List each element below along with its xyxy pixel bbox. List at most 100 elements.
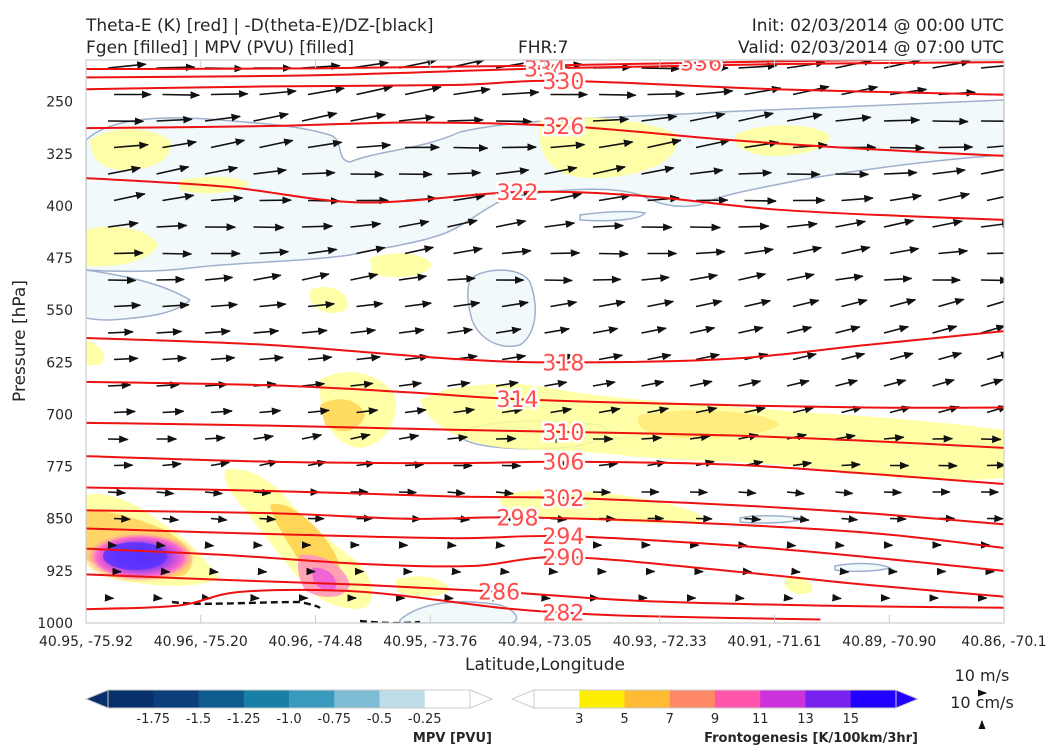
- wind-vector: [162, 460, 182, 469]
- wind-vector: [113, 191, 146, 202]
- colorbar-swatch: [289, 690, 335, 708]
- wind-vector: [932, 117, 969, 126]
- colorbar-swatch: [334, 690, 380, 708]
- y-tick-label: 325: [46, 147, 73, 163]
- wind-vector: [162, 250, 193, 258]
- wind-vector: [647, 299, 675, 308]
- wind-vector: [932, 378, 956, 387]
- colorbar-swatch: [379, 690, 426, 708]
- wind-vector: [883, 325, 910, 334]
- theta-e-label-310: 310: [542, 421, 584, 446]
- wind-vector: [350, 272, 379, 281]
- colorbar-swatch: [805, 690, 852, 708]
- theta-e-label-302: 302: [542, 487, 584, 512]
- wind-vector: [744, 298, 772, 308]
- colorbar-arrow-right: [895, 689, 920, 709]
- colorbar-swatch: [579, 690, 625, 708]
- wind-vector: [307, 354, 333, 362]
- wind-vector: [544, 379, 568, 388]
- theta-e-label-318: 318: [542, 351, 584, 376]
- wind-vector: [550, 191, 583, 202]
- wind-vector: [356, 300, 384, 309]
- wind-vector: [889, 144, 926, 152]
- wind-vector: [447, 541, 457, 549]
- wind-vector: [259, 88, 297, 96]
- wind-vector: [647, 406, 670, 414]
- wind-vector: [447, 218, 478, 228]
- wind-vector: [550, 353, 575, 361]
- colorbar-tick-label: -0.25: [408, 712, 442, 727]
- wind-vector: [550, 141, 586, 150]
- theta-e-label-322: 322: [496, 181, 538, 206]
- wind-vector: [350, 220, 382, 229]
- wind-vector: [210, 354, 236, 363]
- fgen-colorbar: 3 5 7 9 11 13 15: [510, 689, 920, 727]
- wind-vector: [738, 325, 764, 334]
- y-tick-label: 925: [46, 564, 73, 580]
- x-tick-label: 40.93, -72.33: [613, 634, 707, 650]
- wind-vector: [356, 141, 392, 150]
- wind-vector: [398, 327, 425, 335]
- wind-vector: [938, 247, 969, 256]
- theta-e-contour-labels: 3363343303263223183143103063022982942902…: [476, 60, 725, 623]
- wind-vector: [495, 380, 520, 388]
- colorbar-arrow-right: [469, 689, 494, 709]
- wind-vector: [301, 169, 336, 177]
- wind-vector: [495, 167, 530, 175]
- wind-vector: [641, 113, 678, 122]
- wind-vector: [883, 116, 921, 125]
- wind-vector: [453, 193, 486, 202]
- wind-vector: [398, 114, 436, 122]
- y-axis-label: Pressure [hPa]: [10, 280, 30, 402]
- theta-e-label-306: 306: [542, 451, 584, 476]
- wind-vector: [786, 220, 818, 229]
- x-axis-label: Latitude,Longitude: [465, 655, 625, 675]
- wind-vector: [451, 567, 462, 576]
- wind-vector: [598, 250, 629, 258]
- wind-vector: [786, 325, 813, 334]
- wind-vector: [841, 352, 866, 361]
- y-tick-label: 400: [46, 199, 73, 215]
- wind-vector: [156, 541, 166, 549]
- wind-vector: [744, 406, 767, 414]
- wind-vector: [889, 246, 920, 255]
- wind-vector: [204, 274, 234, 282]
- wind-vector: [356, 245, 386, 255]
- theta-e-contour-310: [86, 421, 1004, 449]
- wind-vector: [259, 301, 287, 309]
- wind-vector: [453, 144, 489, 152]
- wind-vector: [786, 379, 810, 387]
- wind-vector: [883, 275, 913, 283]
- wind-vector: [786, 489, 806, 497]
- colorbar-swatch: [715, 690, 761, 708]
- colorbar-tick-label: -1.25: [227, 712, 261, 727]
- wind-vector: [210, 515, 228, 524]
- wind-vector: [883, 60, 923, 69]
- wind-vector: [301, 111, 338, 122]
- wind-vector: [738, 169, 773, 177]
- wind-vector: [889, 298, 917, 308]
- mpv-negative-center: [103, 542, 167, 570]
- x-tick-label: 40.96, -74.48: [268, 634, 362, 650]
- wind-vector: [689, 272, 719, 281]
- wind-vector: [259, 138, 294, 149]
- wind-vector: [695, 299, 723, 308]
- wind-vector: [544, 541, 554, 549]
- wind-vector: [107, 61, 147, 69]
- wind-vector: [107, 381, 132, 390]
- colorbar-tick-label: 15: [842, 712, 859, 727]
- wind-vector: [160, 567, 171, 576]
- wind-scale-key: 10 m/s 10 cm/s: [950, 666, 1014, 730]
- wind-vector: [162, 407, 185, 416]
- wind-vector: [932, 219, 964, 228]
- colorbar-swatch: [624, 690, 671, 708]
- wind-vector: [792, 298, 820, 308]
- colorbar-swatch: [243, 690, 290, 708]
- wind-vector: [259, 248, 290, 257]
- wind-vector: [107, 488, 127, 497]
- theta-e-contour-334: [86, 61, 1004, 79]
- colorbar-tick-label: 9: [711, 712, 719, 727]
- wind-vector: [744, 246, 775, 255]
- y-tick-label: 475: [46, 251, 73, 267]
- colorbar-tick-label: 3: [575, 712, 583, 727]
